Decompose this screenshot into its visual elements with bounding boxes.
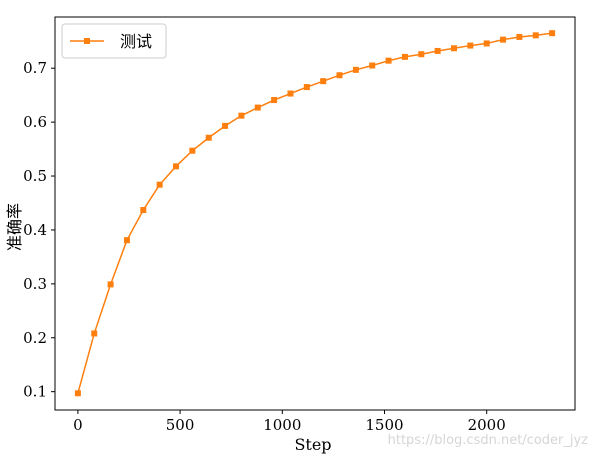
data-point — [222, 122, 229, 129]
data-point — [173, 163, 180, 170]
data-point — [205, 134, 212, 141]
data-point — [107, 281, 114, 288]
data-point — [254, 104, 261, 111]
data-point — [156, 181, 163, 188]
legend-frame — [61, 23, 167, 59]
data-point — [385, 57, 392, 64]
watermark: https://blog.csdn.net/coder_jyz — [388, 433, 589, 448]
data-point — [74, 390, 81, 397]
data-point — [369, 62, 376, 69]
data-point — [467, 42, 474, 49]
data-point — [287, 90, 294, 97]
data-point — [532, 32, 539, 39]
data-point — [140, 206, 147, 213]
x-tick-label: 1500 — [365, 416, 403, 434]
legend: 测试 — [61, 23, 167, 59]
y-axis: 0.1 0.2 0.3 0.4 0.5 0.6 0.7 — [23, 59, 55, 401]
plot-frame — [54, 16, 576, 411]
data-point — [238, 112, 245, 119]
y-tick-label: 0.1 — [23, 383, 47, 401]
data-point — [500, 36, 507, 43]
y-tick-label: 0.4 — [23, 221, 47, 239]
data-point — [336, 72, 343, 79]
x-tick-label: 2000 — [468, 416, 506, 434]
plot-area — [55, 17, 575, 410]
data-point — [303, 84, 310, 91]
data-point — [271, 97, 278, 104]
data-point — [91, 330, 98, 337]
data-point — [434, 47, 441, 54]
x-axis-label: Step — [294, 435, 331, 454]
data-point — [401, 53, 408, 60]
y-tick-label: 0.6 — [23, 113, 47, 131]
y-tick-label: 0.2 — [23, 329, 47, 347]
data-point — [320, 78, 327, 85]
legend-entry-label: 测试 — [120, 32, 152, 51]
data-point — [123, 237, 130, 244]
x-tick-label: 0 — [73, 416, 83, 434]
data-point — [483, 40, 490, 47]
data-point — [352, 66, 359, 73]
y-tick-label: 0.3 — [23, 275, 47, 293]
y-axis-label: 准确率 — [5, 203, 24, 251]
x-tick-label: 1000 — [263, 416, 301, 434]
x-tick-label: 500 — [166, 416, 195, 434]
y-tick-label: 0.5 — [23, 167, 47, 185]
x-axis: 0 500 1000 1500 2000 — [73, 410, 506, 434]
legend-marker-sample — [84, 38, 90, 44]
data-point — [549, 30, 556, 37]
data-point — [418, 51, 425, 58]
data-point — [189, 147, 196, 154]
y-tick-label: 0.7 — [23, 59, 47, 77]
series-layer — [74, 30, 556, 397]
data-point — [516, 33, 523, 40]
data-point — [450, 45, 457, 52]
